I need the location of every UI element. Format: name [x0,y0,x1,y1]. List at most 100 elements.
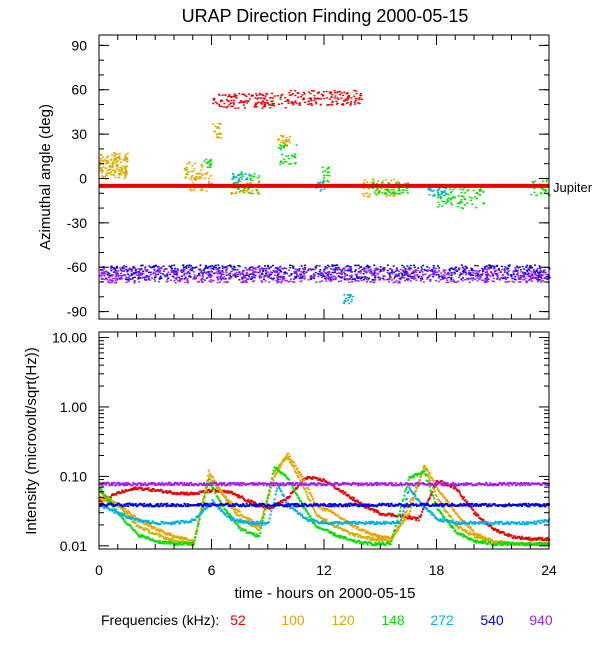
azimuth-point [318,182,321,185]
azimuth-point [349,278,351,280]
intensity-point [387,541,390,544]
azimuth-point [317,91,320,93]
azimuth-point [369,271,371,274]
azimuth-point [464,192,467,194]
azimuth-point [310,99,313,102]
intensity-point [526,537,529,539]
intensity-point [367,507,370,510]
azimuth-point [376,194,379,196]
azimuth-ytick-label: 90 [71,37,87,53]
azimuth-point [120,269,123,271]
azimuth-point [103,175,106,178]
azimuth-point [286,280,289,282]
azimuth-point [102,156,105,159]
azimuth-point [315,264,318,267]
azimuth-point [248,267,251,270]
intensity-point [241,495,244,498]
azimuth-point [190,265,192,267]
azimuth-point [373,264,376,266]
intensity-point [429,479,432,482]
azimuth-point [464,271,467,274]
intensity-point [201,508,204,511]
intensity-point [128,511,131,514]
azimuth-point [450,190,453,193]
azimuth-point [270,266,273,268]
intensity-point [164,540,167,543]
azimuth-point [105,174,108,177]
intensity-point [306,477,309,480]
azimuth-point [326,275,329,277]
azimuth-point [230,277,233,279]
azimuth-point [450,197,453,199]
azimuth-point [377,268,380,270]
intensity-point [237,494,240,497]
azimuth-point [390,279,393,281]
azimuth-point [401,273,403,275]
azimuth-point [258,270,261,273]
azimuth-point [139,277,142,279]
intensity-point [332,534,335,537]
azimuth-point [315,267,318,269]
intensity-point [226,510,228,513]
azimuth-point [517,272,519,274]
azimuth-point [409,273,412,276]
azimuth-point [482,270,485,273]
azimuth-point [310,104,313,106]
azimuth-point [404,272,407,274]
azimuth-point [523,274,525,276]
azimuth-point [145,270,148,273]
intensity-point [484,540,487,543]
azimuth-point [437,196,440,199]
azimuth-point [207,177,210,180]
azimuth-point [349,295,352,298]
azimuth-point [353,101,356,103]
intensity-point [284,474,287,477]
intensity-point [287,497,290,500]
azimuth-point [492,280,495,283]
intensity-point [379,512,382,515]
azimuth-point [373,279,376,282]
azimuth-point [385,188,388,191]
azimuth-point [412,270,415,272]
intensity-point [169,538,172,541]
azimuth-point [159,268,162,270]
azimuth-point [300,96,303,98]
azimuth-point [535,194,538,197]
azimuth-point [468,196,471,198]
azimuth-point [275,277,278,279]
azimuth-series-940 [99,267,551,284]
azimuth-point [115,274,118,277]
azimuth-point [102,176,104,178]
azimuth-point [283,145,285,148]
azimuth-point [293,281,296,283]
azimuth-point [235,177,237,179]
azimuth-point [392,192,395,194]
azimuth-point [408,267,411,269]
intensity-point [484,536,487,539]
azimuth-point [99,161,102,164]
intensity-point [285,457,288,460]
azimuth-point [117,173,120,175]
intensity-point [468,531,471,534]
azimuth-point [308,97,311,100]
intensity-point [197,522,200,525]
azimuth-point [283,267,286,269]
azimuth-point [471,269,474,272]
azimuth-point [363,268,366,271]
intensity-point [498,542,501,545]
intensity-point [468,538,471,541]
azimuth-point [295,276,298,278]
azimuth-point [323,177,325,179]
azimuth-point [312,273,315,276]
azimuth-point [443,194,446,197]
azimuth-point [170,279,173,282]
azimuth-point [217,279,220,281]
intensity-point [443,516,446,518]
intensity-point [247,517,250,520]
intensity-point [237,524,240,527]
intensity-point [179,492,182,495]
azimuth-point [132,266,135,268]
azimuth-point [279,160,282,163]
azimuth-point [254,104,257,106]
azimuth-point [261,103,264,105]
